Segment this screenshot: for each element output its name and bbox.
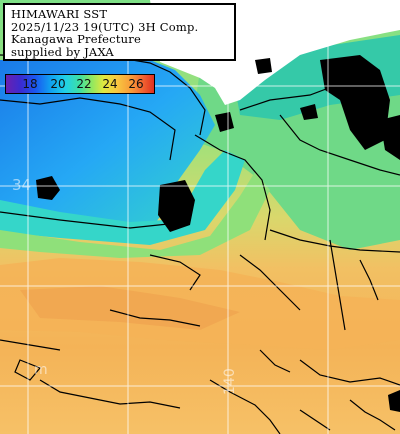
legend-tick-22: 22 [76, 77, 92, 91]
sea-orange-core [20, 286, 240, 330]
legend-tick-26: 26 [128, 77, 144, 91]
title-line-3: Kanagawa Prefecture [11, 32, 141, 46]
legend-tick-20: 20 [50, 77, 66, 91]
sea-lightgreen-edge [0, 172, 270, 258]
contour-lines [0, 54, 400, 434]
cloud-patches [36, 55, 400, 412]
title-line-2: 2025/11/23 19(UTC) 3H Comp. [11, 19, 199, 34]
title-line-1: HIMAWARI SST [11, 7, 108, 21]
legend-tick-18: 18 [22, 77, 38, 91]
legend-tick-24: 24 [102, 77, 118, 91]
map-title-box: HIMAWARI SST 2025/11/23 19(UTC) 3H Comp.… [3, 3, 236, 61]
title-line-4: supplied by JAXA [11, 44, 114, 59]
temperature-legend: 18 20 22 24 26 [5, 74, 155, 94]
